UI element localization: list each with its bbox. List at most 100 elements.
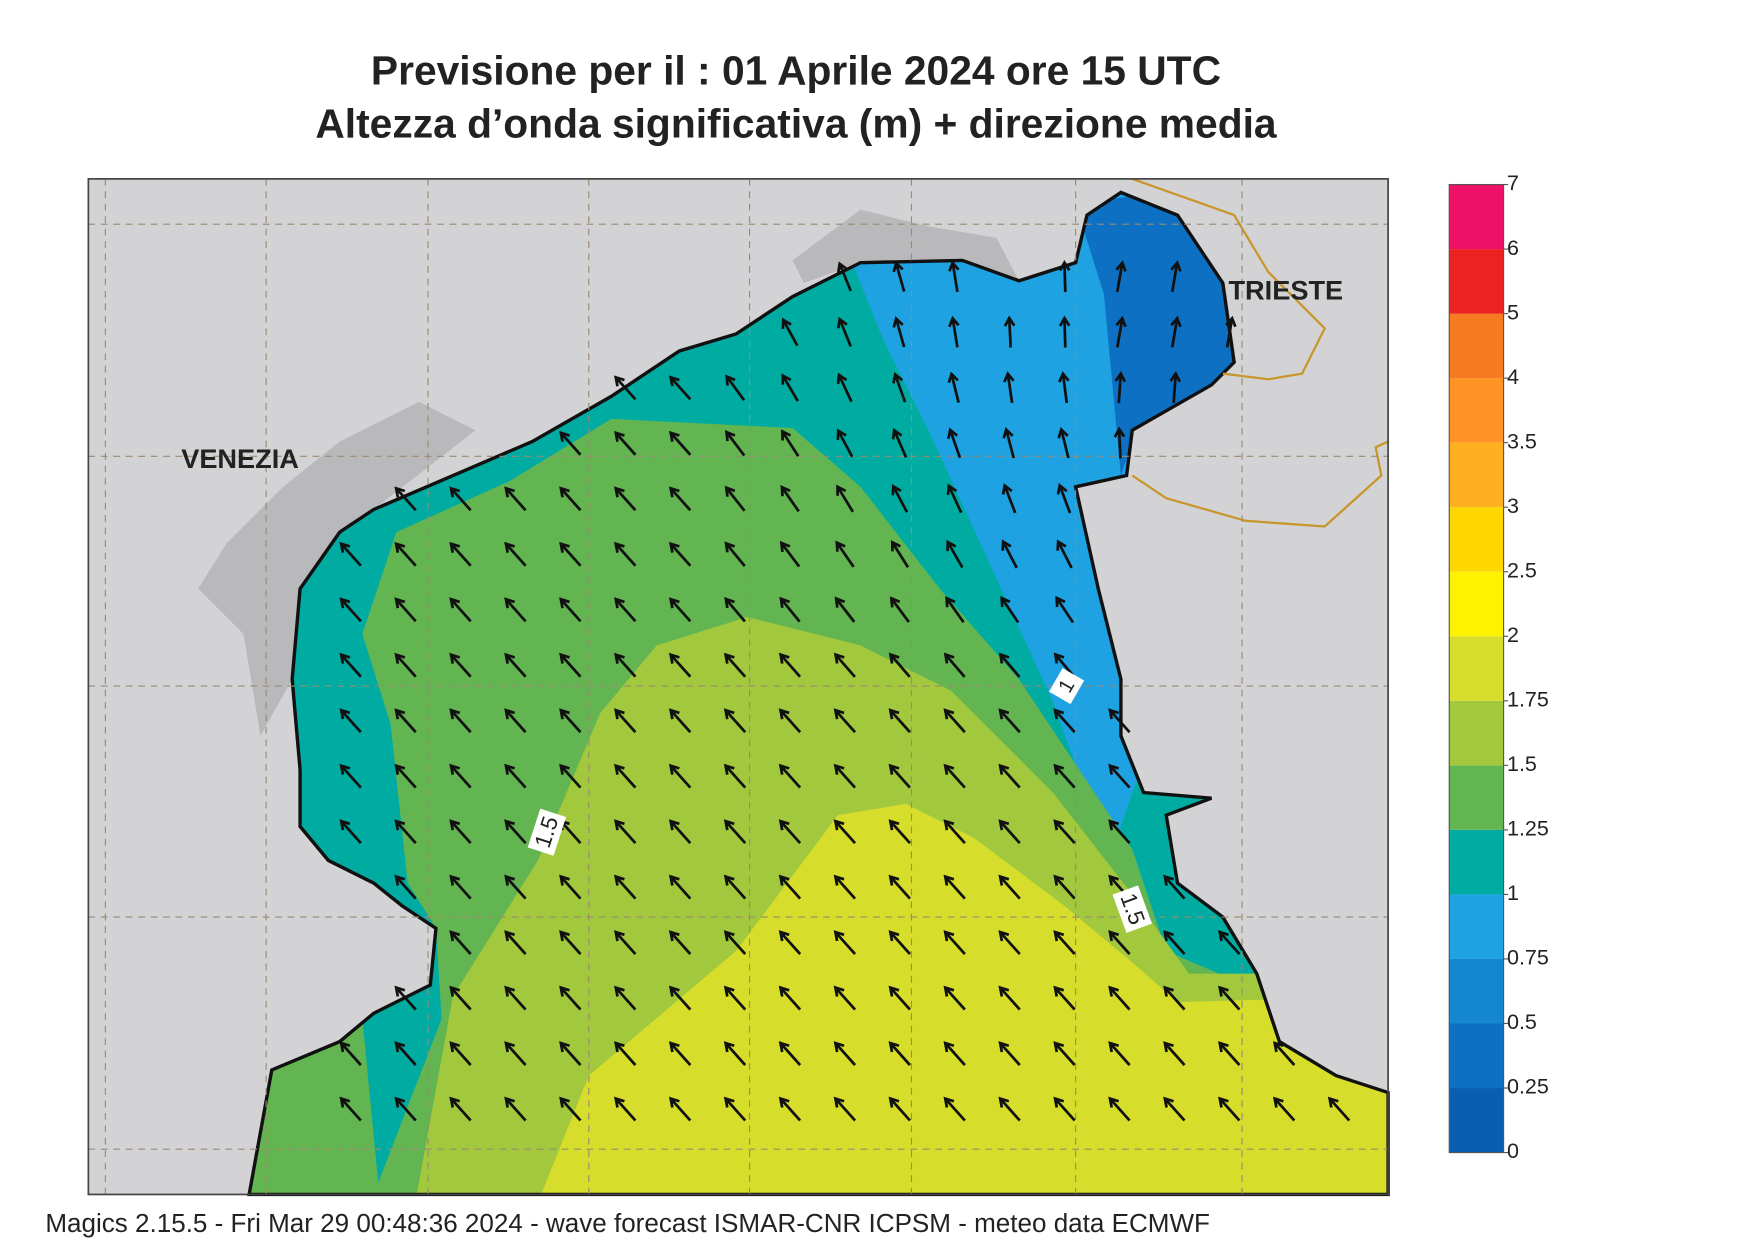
direction-arrow: [394, 819, 417, 845]
colorbar-bin: [1449, 184, 1504, 250]
direction-arrow: [1163, 1041, 1186, 1066]
direction-arrow: [449, 1041, 472, 1066]
direction-arrow: [504, 541, 527, 567]
direction-arrow: [614, 819, 637, 845]
subtitle-line: Altezza d’onda significativa (m) + direz…: [315, 101, 1277, 147]
colorbar-label: 1: [1507, 881, 1519, 905]
direction-arrow: [504, 652, 527, 678]
direction-arrow: [1225, 315, 1237, 348]
direction-arrow: [1218, 985, 1241, 1011]
direction-arrow: [723, 708, 747, 734]
direction-arrow: [668, 375, 692, 401]
direction-arrow: [724, 429, 746, 457]
place-label: TRIESTE: [1228, 274, 1343, 305]
grid-line: [88, 178, 1389, 1195]
colorbar-bin: [1449, 894, 1504, 959]
direction-arrow: [943, 819, 966, 845]
direction-arrow: [888, 763, 911, 789]
direction-arrow: [888, 708, 911, 734]
direction-arrow: [1053, 708, 1076, 734]
direction-arrow: [943, 708, 966, 734]
colorbar-label: 1.75: [1507, 688, 1549, 712]
footer: Magics 2.15.5 - Fri Mar 29 00:48:36 2024…: [45, 1208, 1210, 1238]
direction-arrow: [1055, 595, 1075, 624]
direction-arrow: [833, 763, 857, 789]
direction-arrow: [778, 930, 802, 955]
direction-arrow: [1108, 1041, 1131, 1066]
direction-arrow: [1053, 985, 1076, 1011]
direction-arrow: [1163, 1096, 1186, 1122]
colorbar-bin: [1449, 765, 1504, 830]
direction-arrow: [723, 874, 747, 900]
wave-zone: [541, 803, 1389, 1195]
direction-arrow: [1057, 426, 1070, 459]
direction-arrow: [504, 1041, 527, 1066]
direction-arrow: [833, 1041, 857, 1066]
direction-arrow: [449, 819, 472, 845]
border: [1131, 177, 1327, 381]
direction-arrow: [724, 597, 746, 623]
direction-arrow: [614, 763, 637, 789]
direction-arrow: [778, 1096, 802, 1122]
direction-arrow: [559, 985, 582, 1011]
colorbar-bin: [1449, 958, 1504, 1024]
colorbar-label: 0.75: [1507, 946, 1549, 970]
direction-arrow: [339, 819, 362, 845]
colorbar-label: 2.5: [1507, 558, 1537, 582]
direction-arrow: [888, 819, 911, 845]
direction-arrow: [723, 985, 747, 1011]
direction-arrow: [394, 1041, 417, 1066]
direction-arrow: [614, 985, 637, 1011]
direction-arrow: [943, 763, 966, 789]
direction-arrow: [668, 486, 692, 512]
colorbar-bin: [1449, 571, 1504, 637]
direction-arrow: [833, 819, 857, 845]
direction-arrow: [779, 540, 801, 568]
direction-arrow: [559, 430, 582, 456]
direction-arrow: [339, 541, 362, 567]
direction-arrow: [780, 485, 800, 513]
direction-arrow: [1000, 595, 1020, 624]
colorbar-bin: [1449, 700, 1504, 766]
direction-arrow: [781, 317, 799, 347]
direction-arrow: [833, 874, 857, 900]
colorbar-label: 1.25: [1507, 817, 1549, 841]
direction-arrow: [668, 541, 692, 567]
direction-arrow: [614, 1041, 637, 1066]
colorbar-bin: [1449, 507, 1504, 572]
direction-arrow: [998, 985, 1021, 1011]
direction-arrow: [449, 486, 472, 512]
direction-arrow: [668, 763, 692, 789]
direction-arrow: [833, 708, 857, 734]
direction-arrow: [614, 486, 637, 512]
direction-arrow: [943, 930, 966, 955]
direction-arrow: [723, 930, 747, 955]
direction-arrow: [1272, 1096, 1296, 1122]
lagoon: [198, 401, 476, 736]
direction-arrow: [1056, 539, 1073, 569]
direction-arrow: [998, 763, 1021, 789]
direction-arrow: [559, 541, 582, 567]
direction-arrow: [1327, 1096, 1351, 1122]
direction-arrow: [504, 763, 527, 789]
direction-arrow: [668, 1041, 692, 1066]
direction-arrow: [998, 1096, 1021, 1122]
title-line: Previsione per il : 01 Aprile 2024 ore 1…: [371, 47, 1221, 93]
direction-arrow: [339, 1096, 362, 1122]
direction-arrow: [723, 1041, 747, 1066]
direction-arrow: [1053, 874, 1076, 900]
direction-arrow: [943, 874, 966, 900]
direction-arrow: [778, 708, 802, 734]
direction-arrow: [339, 763, 362, 789]
direction-arrow: [780, 429, 800, 457]
direction-arrow: [614, 430, 637, 456]
graticule: [88, 178, 1389, 1195]
direction-arrow: [833, 1096, 857, 1122]
direction-arrow: [724, 541, 746, 568]
direction-arrow: [1053, 1041, 1076, 1066]
direction-arrow: [1218, 1041, 1241, 1066]
direction-arrow: [394, 597, 417, 623]
direction-arrow: [1170, 315, 1182, 348]
direction-arrow: [559, 1041, 582, 1066]
direction-arrow: [778, 763, 802, 789]
